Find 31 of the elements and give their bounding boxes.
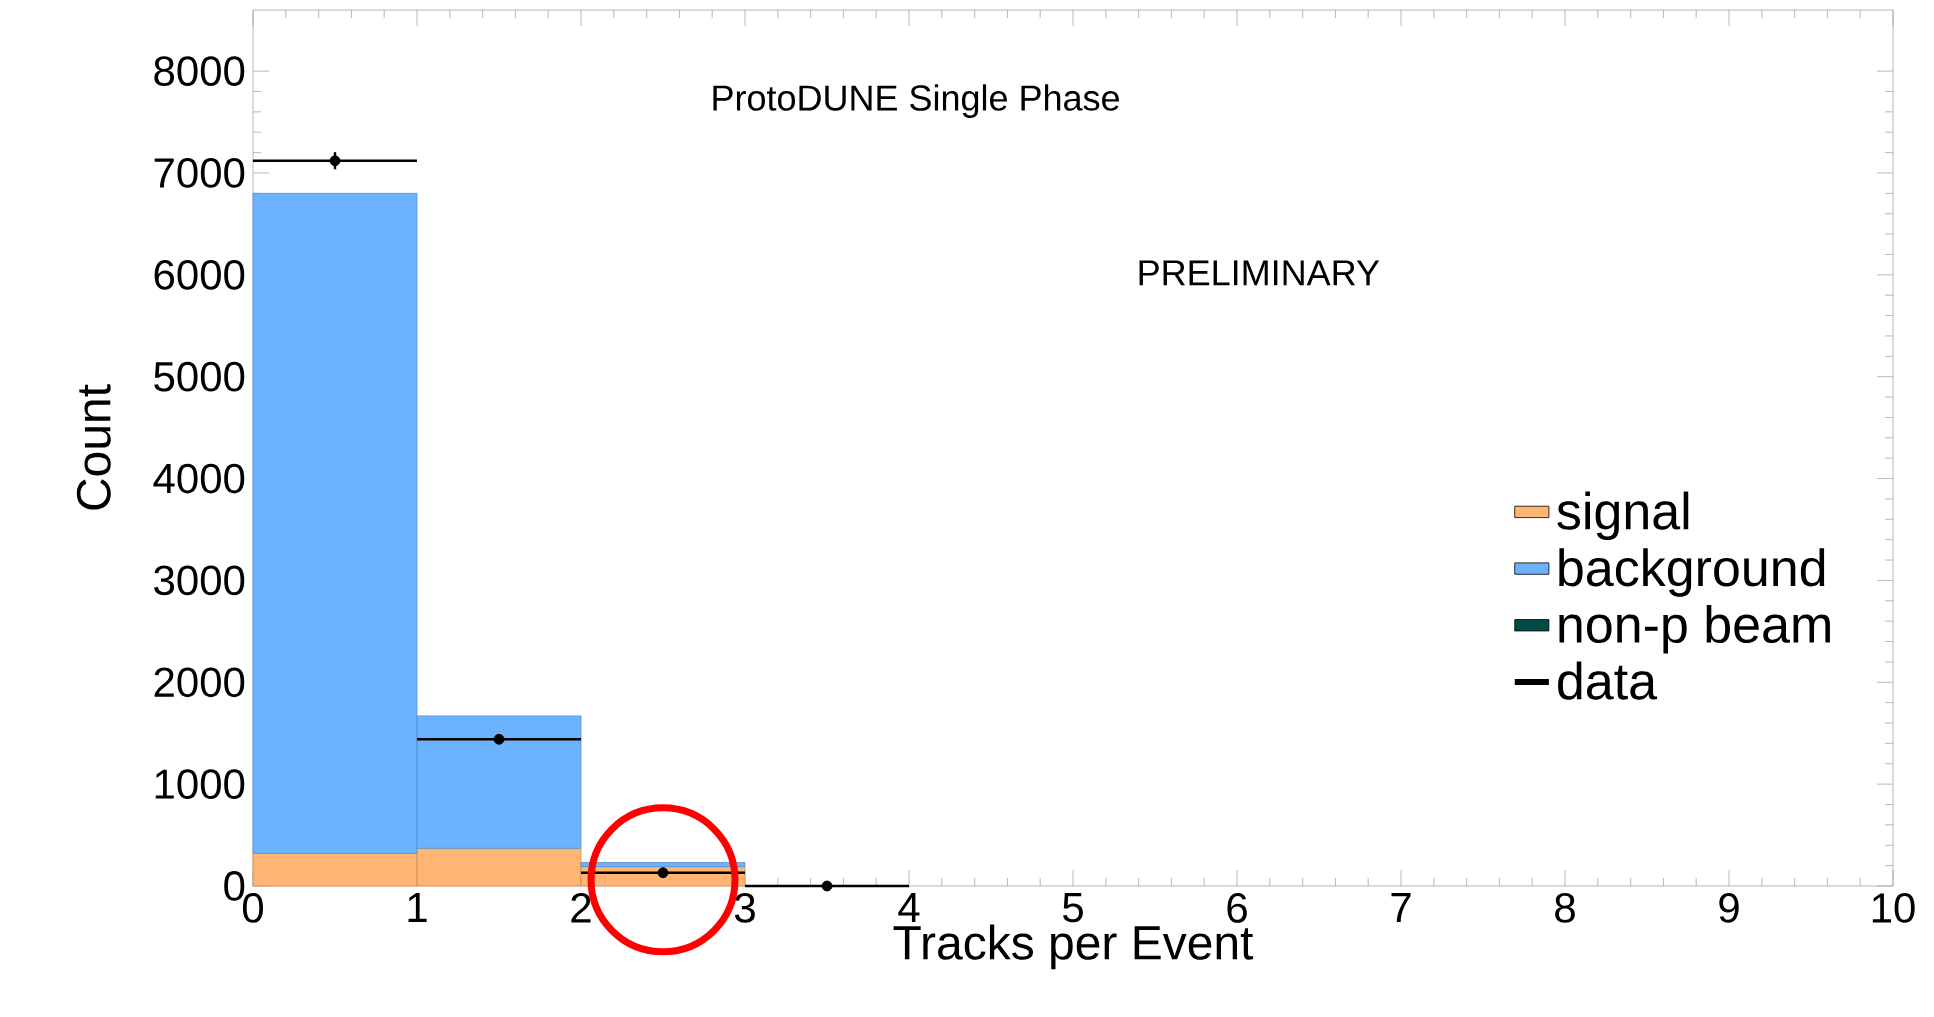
y-tick-label: 5000 xyxy=(154,361,245,392)
x-tick-label: 2 xyxy=(571,893,591,923)
y-axis-title: Count xyxy=(76,384,111,510)
legend-label: signal xyxy=(1557,491,1689,541)
x-tick-label: 3 xyxy=(734,893,755,923)
x-tick-label: 10 xyxy=(1872,893,1915,923)
y-tick-label: 2000 xyxy=(154,667,245,698)
x-tick-label: 1 xyxy=(408,893,427,922)
y-tick-label: 1000 xyxy=(155,769,245,799)
legend-label: non-p beam xyxy=(1559,604,1830,654)
x-tick-label: 8 xyxy=(1555,893,1575,923)
legend-label: background xyxy=(1559,548,1825,597)
x-tick-label: 7 xyxy=(1391,893,1411,922)
y-tick-label: 3000 xyxy=(154,565,245,596)
x-tick-label: 6 xyxy=(1227,893,1247,923)
y-tick-label: 0 xyxy=(224,871,245,901)
point xyxy=(657,867,669,879)
legend-label: data xyxy=(1558,661,1658,700)
y-tick-label: 7000 xyxy=(154,158,245,188)
x-tick-label: 5 xyxy=(1063,893,1083,923)
x-axis-title: Tracks per Event xyxy=(893,924,1254,970)
y-tick-label: 6000 xyxy=(154,259,245,290)
x-tick-label: 0 xyxy=(242,893,264,923)
x-tick-label: 4 xyxy=(898,893,920,922)
point xyxy=(821,880,833,892)
annotation: PRELIMINARY xyxy=(1139,260,1380,286)
y-tick-label: 8000 xyxy=(154,56,245,86)
y-tick-label: 4000 xyxy=(153,463,245,494)
point xyxy=(493,733,505,745)
x-tick-label: 9 xyxy=(1719,893,1739,923)
annotation: ProtoDUNE Single Phase xyxy=(713,84,1119,118)
